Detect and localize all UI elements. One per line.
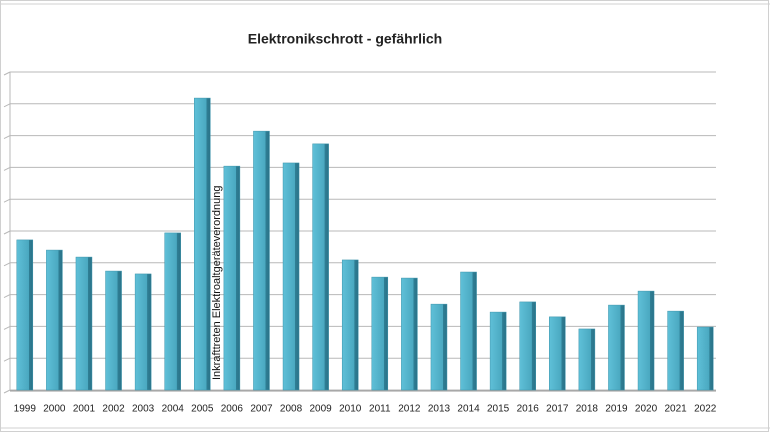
grid-depth	[3, 230, 11, 235]
bar	[282, 162, 300, 391]
bar	[549, 316, 566, 391]
grid-depth	[3, 357, 11, 362]
grid-depth	[3, 135, 11, 140]
bar	[696, 326, 714, 391]
x-tick-label: 2019	[605, 404, 628, 415]
x-tick-label: 2011	[369, 404, 391, 415]
grid-depth	[3, 294, 11, 299]
bar	[223, 165, 241, 391]
x-tick-label: 2004	[162, 404, 185, 415]
bar	[578, 328, 596, 391]
grid-depth	[3, 103, 11, 108]
x-tick-label: 2008	[280, 404, 303, 415]
x-tick-label: 2002	[102, 404, 125, 415]
grid-depth	[3, 325, 11, 330]
x-tick-label: 2014	[457, 404, 480, 415]
bar	[105, 270, 122, 391]
x-tick-label: 2000	[43, 404, 66, 415]
x-tick-label: 2012	[398, 404, 421, 415]
bar	[637, 290, 655, 391]
bar	[134, 273, 152, 391]
bar	[460, 271, 477, 391]
bar	[489, 311, 507, 391]
bar	[608, 304, 625, 391]
bar	[46, 249, 63, 391]
x-tick-label: 2021	[665, 404, 688, 415]
bar	[341, 259, 359, 391]
x-tick-label: 2013	[428, 404, 451, 415]
x-tick-label: 2003	[132, 404, 155, 415]
bar	[16, 239, 34, 391]
x-tick-label: 2018	[576, 404, 599, 415]
bar	[312, 143, 329, 391]
bar	[519, 301, 536, 391]
annotation: Inkrafttreten Elektroaltgeräteverordnung	[211, 186, 223, 380]
grid-depth	[3, 198, 11, 203]
grid-depth	[3, 389, 11, 394]
chart-title: Elektronikschrott - gefährlich	[248, 31, 442, 47]
bar	[253, 130, 270, 391]
x-tick-label: 2006	[221, 404, 244, 415]
x-tick-label: 2009	[310, 404, 333, 415]
bar	[164, 232, 181, 391]
x-tick-label: 2007	[250, 404, 273, 415]
x-tick-label: 2020	[635, 404, 658, 415]
x-tick-label: 2010	[339, 404, 362, 415]
bar	[430, 303, 448, 391]
grid-depth	[3, 71, 11, 76]
bar	[194, 97, 211, 391]
grid-depth	[3, 166, 11, 171]
x-tick-label: 1999	[14, 404, 37, 415]
bar	[667, 310, 684, 391]
x-tick-label: 2016	[517, 404, 540, 415]
grid-depth	[3, 262, 11, 267]
x-tick-label: 2001	[73, 404, 96, 415]
bar	[401, 277, 418, 391]
x-tick-label: 2022	[694, 404, 717, 415]
x-tick-label: 2015	[487, 404, 510, 415]
x-tick-label: 2017	[546, 404, 569, 415]
x-tick-label: 2005	[191, 404, 214, 415]
bar	[371, 276, 389, 391]
bar	[75, 256, 93, 391]
